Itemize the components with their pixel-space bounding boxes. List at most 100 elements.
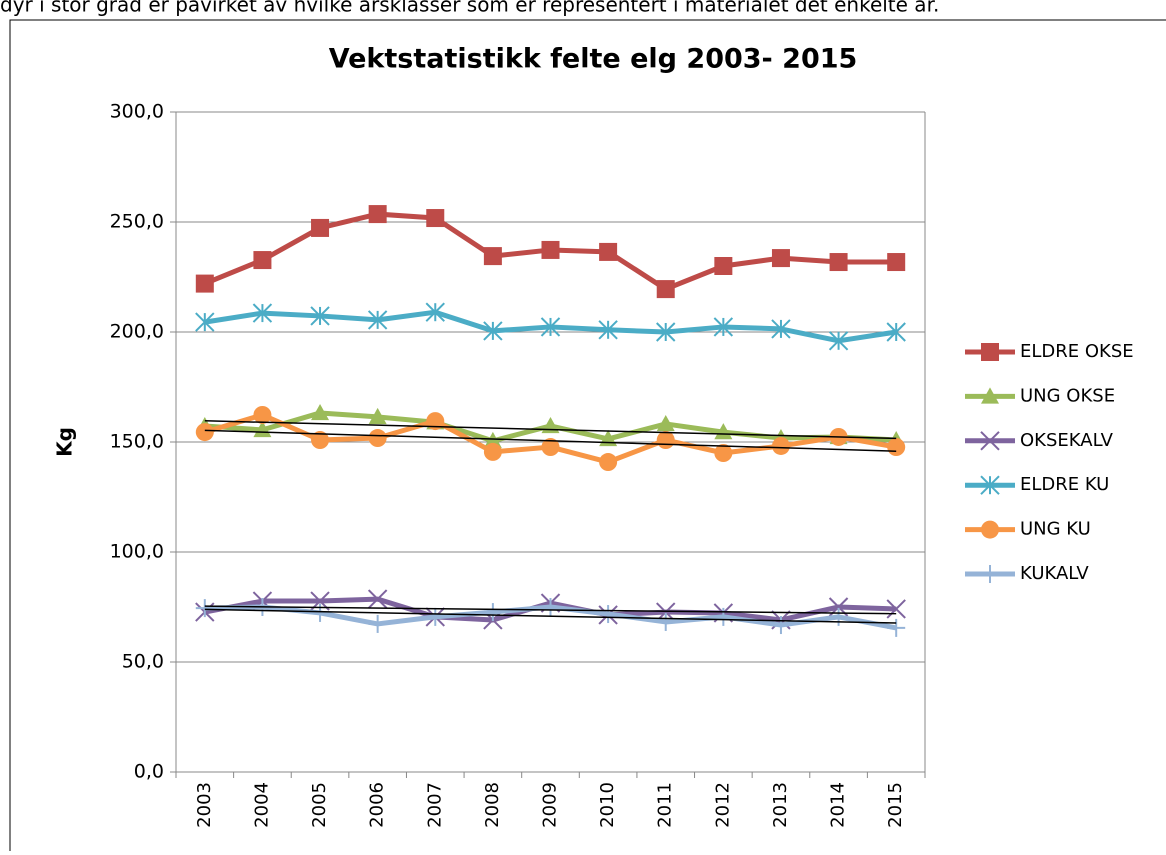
marker-part xyxy=(714,423,733,440)
marker-part xyxy=(980,431,1000,451)
marker-part xyxy=(311,403,330,421)
marker xyxy=(714,423,733,440)
x-tick-label: 2005 xyxy=(309,782,330,828)
marker-part xyxy=(253,420,272,438)
marker-part xyxy=(367,589,388,609)
marker xyxy=(656,431,675,450)
marker xyxy=(599,242,618,261)
x-tick-label: 2004 xyxy=(251,782,272,828)
marker xyxy=(656,414,675,432)
marker xyxy=(426,607,445,626)
marker xyxy=(599,453,618,472)
x-tick-label: 2013 xyxy=(770,782,791,828)
marker-part xyxy=(195,423,214,442)
legend-label: UNG OKSE xyxy=(1020,385,1115,406)
marker xyxy=(311,431,330,450)
trend-line xyxy=(204,608,897,624)
marker xyxy=(980,431,1000,451)
marker-part xyxy=(656,280,675,299)
marker xyxy=(195,312,215,332)
marker xyxy=(483,431,502,449)
marker xyxy=(981,343,999,361)
marker xyxy=(713,317,734,337)
marker-part xyxy=(541,438,560,457)
marker xyxy=(483,321,503,341)
marker xyxy=(253,405,272,424)
x-tick-label: 2012 xyxy=(712,782,733,828)
marker-part xyxy=(599,453,618,472)
marker xyxy=(828,331,849,351)
marker xyxy=(771,249,790,268)
trend-line xyxy=(204,429,897,452)
marker xyxy=(714,257,733,275)
x-tick-label: 2007 xyxy=(424,782,445,828)
marker-part xyxy=(483,442,502,461)
trend-line xyxy=(204,420,897,440)
marker-part xyxy=(195,274,214,293)
chart-title: Vektstatistikk felte elg 2003- 2015 xyxy=(329,44,858,75)
marker xyxy=(771,436,790,455)
marker-part xyxy=(656,414,675,432)
y-axis-label: Kg xyxy=(53,427,77,457)
marker xyxy=(541,240,560,259)
marker xyxy=(368,407,387,425)
x-tick-label: 2006 xyxy=(367,782,388,828)
marker xyxy=(981,520,999,539)
y-tick-label: 50,0 xyxy=(122,651,164,673)
marker-part xyxy=(887,253,906,272)
x-tick-label: 2010 xyxy=(597,782,618,828)
marker-part xyxy=(426,209,445,228)
marker xyxy=(368,429,387,448)
marker xyxy=(771,319,791,339)
marker xyxy=(656,612,675,631)
marker-part xyxy=(426,412,445,431)
marker-part xyxy=(981,343,999,361)
x-tick-label: 2011 xyxy=(655,782,676,828)
marker xyxy=(311,403,330,421)
marker-part xyxy=(599,242,618,261)
marker-part xyxy=(311,431,330,450)
marker xyxy=(598,320,618,340)
marker xyxy=(368,614,387,633)
y-tick-label: 250,0 xyxy=(110,211,164,233)
marker xyxy=(714,444,733,462)
marker xyxy=(981,387,999,404)
marker xyxy=(981,565,999,583)
legend-label: OKSEKALV xyxy=(1020,430,1114,451)
marker xyxy=(483,603,502,622)
marker-part xyxy=(771,249,790,268)
marker xyxy=(311,218,330,237)
marker xyxy=(195,423,214,442)
marker-part xyxy=(771,436,790,455)
marker-part xyxy=(368,407,387,425)
legend-label: UNG KU xyxy=(1020,519,1091,540)
x-tick-label: 2008 xyxy=(482,782,503,828)
marker xyxy=(426,412,445,431)
marker xyxy=(656,322,676,342)
marker xyxy=(980,475,1000,495)
marker xyxy=(310,306,330,326)
marker xyxy=(541,598,560,616)
marker-part xyxy=(829,253,848,272)
legend-label: KUKALV xyxy=(1020,563,1089,584)
document-text: dyr i stor grad er påvirket av hvilke år… xyxy=(0,0,939,17)
marker xyxy=(540,317,561,337)
y-tick-label: 200,0 xyxy=(110,321,164,343)
marker-part xyxy=(656,431,675,450)
y-tick-label: 100,0 xyxy=(110,541,164,563)
marker-part xyxy=(887,438,906,457)
marker xyxy=(367,310,388,330)
marker xyxy=(599,605,618,624)
legend-label: ELDRE KU xyxy=(1020,474,1109,495)
marker-part xyxy=(368,205,387,224)
marker xyxy=(829,253,848,272)
marker xyxy=(483,442,502,461)
marker-part xyxy=(886,599,906,619)
y-tick-label: 150,0 xyxy=(110,431,164,453)
marker xyxy=(771,616,790,635)
marker xyxy=(426,209,445,228)
marker xyxy=(714,607,733,626)
marker-part xyxy=(368,429,387,448)
marker-part xyxy=(981,520,999,539)
